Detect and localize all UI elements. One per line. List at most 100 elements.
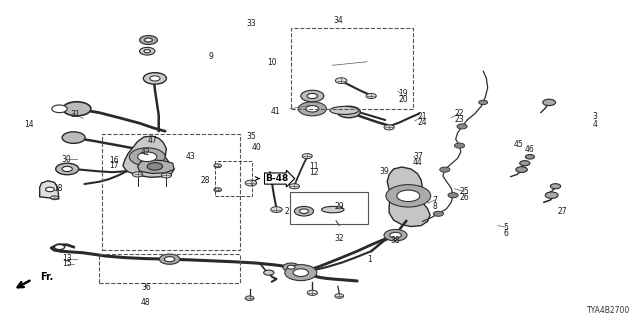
Circle shape [289,184,300,189]
Text: 16: 16 [109,156,119,164]
Circle shape [298,102,326,116]
Text: Fr.: Fr. [40,272,54,282]
Bar [215,161,252,196]
Circle shape [307,93,317,99]
Text: 42: 42 [141,148,151,156]
Circle shape [150,76,160,81]
Circle shape [516,167,527,172]
Text: 14: 14 [24,120,34,129]
Text: 15: 15 [62,260,72,268]
Circle shape [337,106,360,118]
Circle shape [307,290,317,295]
Text: 10: 10 [267,58,277,67]
Text: 3: 3 [593,112,598,121]
Text: TYA4B2700: TYA4B2700 [587,306,630,315]
Polygon shape [387,167,430,227]
Circle shape [300,209,308,213]
Text: 41: 41 [270,107,280,116]
Text: 22: 22 [455,109,464,118]
Text: 25: 25 [459,187,469,196]
Text: 1: 1 [367,255,372,264]
Circle shape [245,296,254,300]
Text: 6: 6 [503,229,508,238]
Circle shape [545,192,558,198]
Circle shape [283,263,300,271]
Circle shape [448,193,458,198]
Circle shape [285,265,317,281]
Circle shape [335,294,344,298]
Text: 24: 24 [417,118,428,127]
Polygon shape [123,136,174,177]
Text: 30: 30 [61,155,71,164]
Circle shape [214,188,221,192]
Circle shape [132,172,143,177]
Circle shape [433,211,444,216]
Text: 17: 17 [109,161,119,170]
Bar [291,28,413,109]
Circle shape [397,190,420,202]
Text: 32: 32 [334,234,344,243]
Text: 27: 27 [557,207,567,216]
Circle shape [54,244,65,250]
Text: 8: 8 [433,202,438,211]
Circle shape [440,167,450,172]
Text: 36: 36 [141,283,151,292]
Text: 28: 28 [200,176,209,185]
Circle shape [143,73,166,84]
Ellipse shape [330,106,359,115]
Text: 38: 38 [390,236,400,245]
Text: B-48: B-48 [255,174,289,183]
Circle shape [384,229,407,241]
Text: 33: 33 [246,19,256,28]
Circle shape [335,78,347,84]
Circle shape [306,106,319,112]
Text: 19: 19 [398,89,408,98]
Bar [99,254,240,283]
Text: 29: 29 [334,202,344,211]
Text: 43: 43 [186,152,196,161]
Circle shape [161,173,172,178]
Text: 9: 9 [209,52,214,60]
Circle shape [287,265,295,269]
Circle shape [51,196,58,200]
Text: 48: 48 [141,298,151,307]
Text: 13: 13 [62,254,72,263]
Text: 35: 35 [246,132,257,141]
Text: 4: 4 [593,120,598,129]
Circle shape [390,232,401,238]
Bar [102,134,240,250]
Text: 21: 21 [418,112,427,121]
Text: 5: 5 [503,223,508,232]
Text: 39: 39 [380,167,390,176]
Text: 26: 26 [459,193,469,202]
Text: 44: 44 [413,158,423,167]
Circle shape [520,161,530,166]
Text: 7: 7 [433,196,438,204]
Circle shape [63,102,91,116]
Circle shape [301,90,324,102]
Circle shape [454,143,465,148]
Ellipse shape [322,206,344,213]
Circle shape [457,124,467,129]
Circle shape [62,132,85,143]
Circle shape [245,180,257,186]
Polygon shape [40,181,59,199]
Circle shape [144,50,150,53]
Circle shape [164,257,175,262]
Circle shape [264,270,274,275]
Circle shape [214,164,221,168]
Circle shape [384,125,394,130]
Circle shape [159,254,180,264]
Circle shape [140,36,157,44]
Circle shape [366,93,376,99]
Circle shape [271,207,282,212]
Circle shape [62,166,72,172]
Bar [290,192,368,224]
Circle shape [386,185,431,207]
Circle shape [56,163,79,175]
Circle shape [479,100,488,105]
Text: 18: 18 [53,184,62,193]
Text: 47: 47 [147,136,157,145]
Text: 31: 31 [70,110,81,119]
Text: 45: 45 [513,140,524,148]
